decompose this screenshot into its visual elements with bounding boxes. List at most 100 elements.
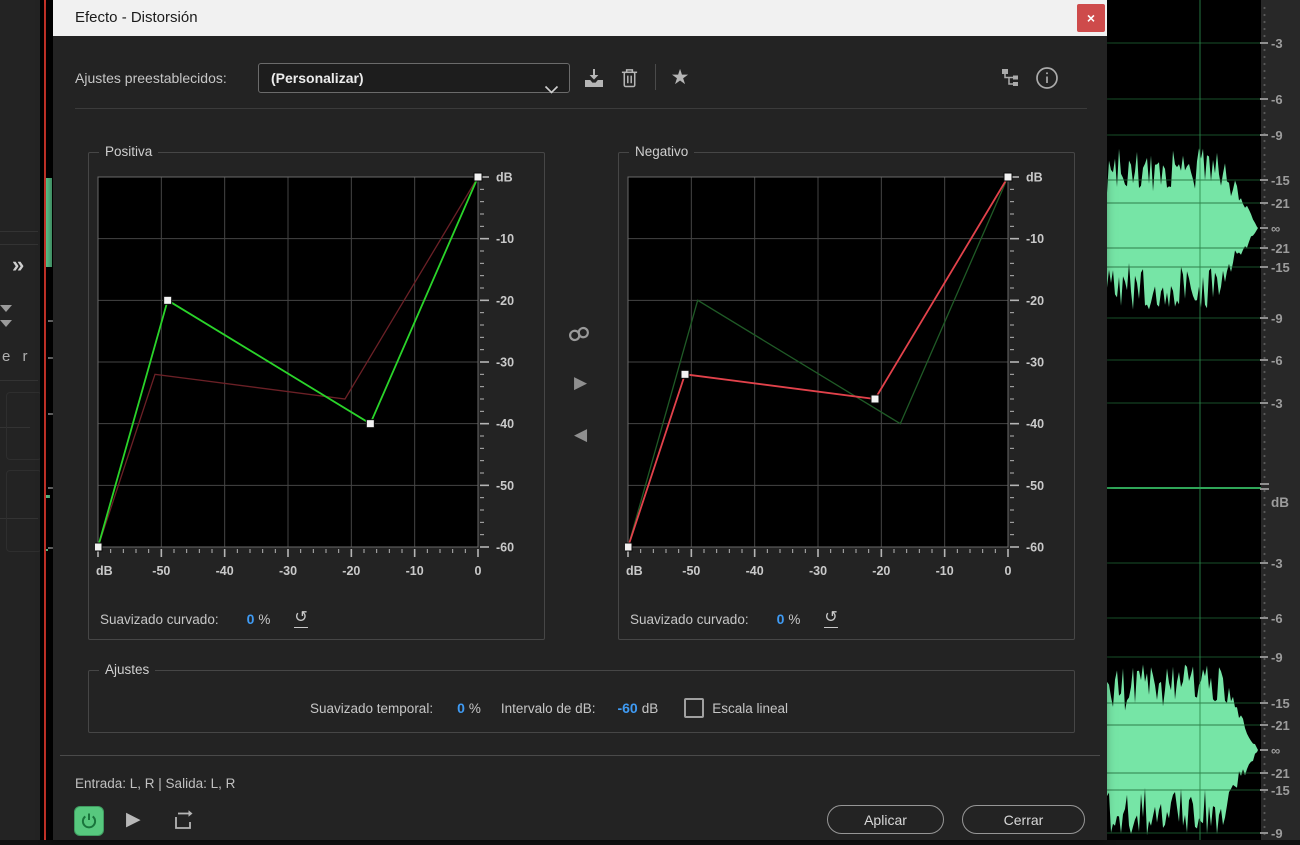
waveform-scale-label: -9	[1271, 128, 1283, 143]
negative-transfer-curve-ghost[interactable]	[97, 176, 479, 548]
curve-handle[interactable]	[623, 542, 633, 552]
waveform-db-label: dB	[1271, 495, 1289, 510]
y-axis-tick-label: -10	[496, 232, 514, 246]
settings-group: Ajustes	[88, 662, 1075, 733]
linear-scale-checkbox[interactable]	[684, 698, 705, 718]
curve-smoothing-value[interactable]: 0	[246, 611, 255, 627]
ruler-tick	[48, 357, 53, 359]
curve-smoothing-value[interactable]: 0	[776, 611, 785, 627]
ruler-tick	[48, 487, 53, 489]
negative-graph-group: Negativo	[618, 144, 1075, 640]
db-range-unit: dB	[641, 700, 659, 716]
negative-transfer-curve[interactable]	[627, 176, 1009, 548]
waveform-scale-label: -6	[1271, 92, 1283, 107]
favorite-button[interactable]: ★	[666, 64, 694, 92]
x-axis-tick-label: dB	[626, 564, 643, 578]
positive-transfer-curve-ghost[interactable]	[627, 176, 1009, 548]
trash-icon	[621, 69, 637, 88]
presets-label: Ajustes preestablecidos:	[75, 70, 227, 86]
info-button[interactable]	[1033, 64, 1061, 92]
positive-transfer-graph[interactable]: dB -50 -40 -30 -20 -10 0 dB -10 -20 -30 -40 -50 -60	[93, 165, 547, 597]
negative-transfer-graph[interactable]: dB -50 -40 -30 -20 -10 0 dB -10 -20 -30 -40 -50 -60	[623, 165, 1077, 597]
y-axis-tick-label: -40	[496, 417, 514, 431]
apply-button[interactable]: Aplicar	[827, 805, 944, 834]
waveform-sliver	[46, 248, 52, 267]
audio-waveform[interactable]	[1107, 664, 1258, 836]
routing-button[interactable]	[997, 64, 1025, 92]
waveform-scale-label: -15	[1271, 173, 1290, 188]
chevron-down-icon[interactable]	[0, 320, 12, 327]
close-dialog-button[interactable]: Cerrar	[962, 805, 1085, 834]
chevron-down-icon[interactable]	[0, 305, 12, 312]
save-preset-button[interactable]	[580, 64, 608, 92]
curve-handle[interactable]	[93, 542, 103, 552]
toolbar-divider	[655, 64, 656, 90]
chain-link-icon	[569, 326, 589, 342]
curve-handle[interactable]	[365, 419, 375, 429]
effect-power-toggle[interactable]	[74, 806, 104, 836]
waveform-scale-label: -21	[1271, 766, 1290, 781]
x-axis-tick-label: -10	[936, 564, 954, 578]
audio-waveform[interactable]	[1107, 148, 1258, 310]
db-range-value[interactable]: -60	[617, 700, 638, 716]
curve-handle[interactable]	[1003, 172, 1013, 182]
play-looped-button[interactable]	[170, 806, 198, 834]
panel-divider	[0, 244, 38, 245]
positive-transfer-curve[interactable]	[97, 176, 479, 548]
preview-play-button[interactable]: ▶	[126, 809, 141, 830]
waveform-scale-label: -15	[1271, 783, 1290, 798]
temporal-smoothing-unit: %	[468, 700, 481, 716]
y-axis-tick-label: dB	[496, 171, 513, 185]
left-dock-panel: » e r	[0, 0, 42, 840]
x-axis-tick-label: -10	[406, 564, 424, 578]
settings-row: Suavizado temporal: 0 % Intervalo de dB:…	[310, 695, 788, 721]
curve-handle[interactable]	[680, 369, 690, 379]
x-axis-tick-label: 0	[475, 564, 482, 578]
y-axis-tick-label: dB	[1026, 171, 1043, 185]
linear-scale-label: Escala lineal	[712, 700, 788, 716]
x-axis-tick-label: -20	[872, 564, 890, 578]
waveform-strip-behind-dialog	[40, 0, 53, 840]
delete-preset-button[interactable]	[615, 64, 643, 92]
x-axis-tick-label: -20	[342, 564, 360, 578]
y-axis-tick-label: -50	[1026, 479, 1044, 493]
curve-handle[interactable]	[870, 394, 880, 404]
waveform-scale-label: -21	[1271, 241, 1290, 256]
waveform-scale-label: -9	[1271, 311, 1283, 326]
panel-expand-chevrons[interactable]: »	[12, 252, 25, 277]
ruler-tick	[48, 547, 53, 549]
curve-handle[interactable]	[163, 295, 173, 305]
power-icon	[81, 813, 97, 829]
preset-dropdown-value: (Personalizar)	[271, 70, 364, 86]
y-axis-tick-label: -60	[496, 541, 514, 555]
y-axis-tick-label: -60	[1026, 541, 1044, 555]
dialog-titlebar[interactable]: Efecto - Distorsión ×	[53, 0, 1107, 36]
close-icon[interactable]: ×	[1077, 4, 1105, 32]
waveform-sliver	[44, 495, 50, 498]
routing-icon	[1002, 69, 1018, 86]
channel-io-text: Entrada: L, R | Salida: L, R	[75, 776, 236, 791]
waveform-editor-panel[interactable]: -3 -6 -9 -15 -21 ∞ -21 -15 -9 -6 -3 -3 -6 -9 -15 -21 ∞ -2…	[1107, 0, 1300, 841]
waveform-scale-label: -3	[1271, 36, 1283, 51]
copy-left-button[interactable]: ◀	[574, 425, 588, 444]
panel-divider	[0, 427, 30, 428]
info-icon	[1036, 67, 1058, 89]
y-axis-tick-label: -40	[1026, 417, 1044, 431]
db-ruler[interactable]	[1261, 0, 1300, 840]
copy-right-button[interactable]: ▶	[574, 373, 588, 392]
curve-smoothing-unit: %	[258, 611, 271, 627]
curve-smoothing-label: Suavizado curvado:	[100, 611, 219, 627]
x-axis-tick-label: -50	[682, 564, 700, 578]
preset-dropdown[interactable]: (Personalizar)	[258, 63, 570, 94]
play-looped-icon	[175, 810, 193, 829]
reset-icon[interactable]: ↺	[824, 609, 838, 628]
y-axis-tick-label: -30	[496, 356, 514, 370]
reset-icon[interactable]: ↺	[294, 609, 308, 628]
temporal-smoothing-value[interactable]: 0	[457, 700, 465, 716]
curve-handle[interactable]	[473, 172, 483, 182]
playhead-line[interactable]	[44, 0, 46, 840]
link-curves-button[interactable]	[566, 325, 592, 348]
waveform-scale-label: -21	[1271, 196, 1290, 211]
waveform-scale-label: -9	[1271, 650, 1283, 665]
